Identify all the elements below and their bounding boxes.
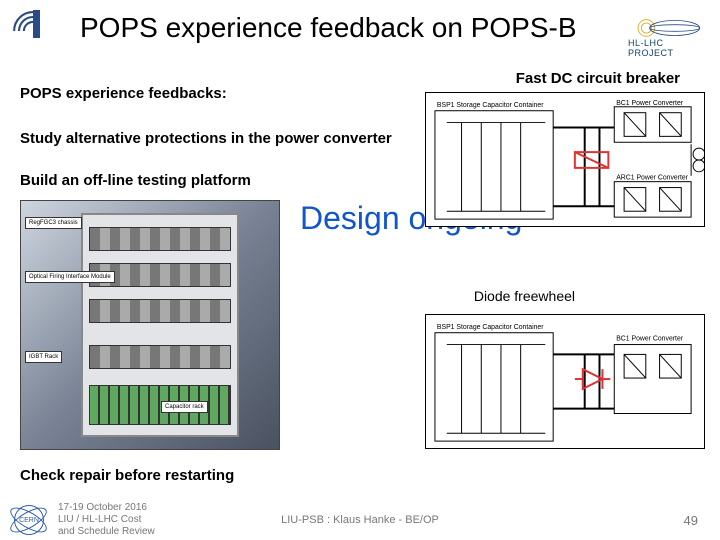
heading-check-repair: Check repair before restarting — [20, 467, 234, 484]
hw-label-capacitor: Capacitor rack — [161, 401, 208, 413]
heading-fast-dc: Fast DC circuit breaker — [516, 70, 680, 87]
footer-page-number: 49 — [684, 513, 698, 528]
footer-date-l2: LIU / HL-LHC Cost — [58, 514, 155, 526]
circuit-fast-dc-breaker: BSP1 Storage Capacitor Container BC1 Pow… — [425, 92, 705, 227]
liu-logo — [12, 10, 54, 52]
hw-label-regfgc3: RegFGC3 chassis — [25, 217, 82, 229]
slide-footer: CERN 17-19 October 2016 LIU / HL-LHC Cos… — [0, 500, 720, 540]
svg-text:BC1 Power Converter: BC1 Power Converter — [616, 100, 684, 107]
svg-text:BSP1 Storage Capacitor Contain: BSP1 Storage Capacitor Container — [437, 324, 544, 331]
heading-build-offline: Build an off-line testing platform — [20, 172, 251, 189]
cern-logo: CERN — [14, 505, 44, 535]
footer-date: 17-19 October 2016 LIU / HL-LHC Cost and… — [58, 502, 155, 538]
heading-study-alt: Study alternative protections in the pow… — [20, 130, 392, 147]
footer-center: LIU-PSB : Klaus Hanke - BE/OP — [281, 514, 439, 526]
svg-text:ARC1 Power Converter: ARC1 Power Converter — [616, 175, 689, 182]
page-title: POPS experience feedback on POPS-B — [80, 12, 577, 44]
svg-text:BC1 Power Converter: BC1 Power Converter — [616, 336, 684, 343]
circuit-label: BSP1 Storage Capacitor Container — [437, 102, 544, 109]
hw-label-optical: Optical Firing Interface Module — [25, 271, 115, 283]
footer-date-l1: 17-19 October 2016 — [58, 502, 155, 514]
hl-lhc-logo: HL-LHC PROJECT — [628, 18, 708, 58]
footer-date-l3: and Schedule Review — [58, 526, 155, 538]
heading-pops-experience: POPS experience feedbacks: — [20, 85, 227, 102]
circuit-diode-freewheel: BSP1 Storage Capacitor Container BC1 Pow… — [425, 314, 705, 449]
hardware-platform-render: RegFGC3 chassis Optical Firing Interface… — [20, 200, 280, 450]
hl-lhc-text: HL-LHC PROJECT — [628, 38, 708, 58]
heading-diode-freewheel: Diode freewheel — [474, 288, 575, 304]
hw-label-igbt: IGBT Rack — [25, 351, 62, 363]
